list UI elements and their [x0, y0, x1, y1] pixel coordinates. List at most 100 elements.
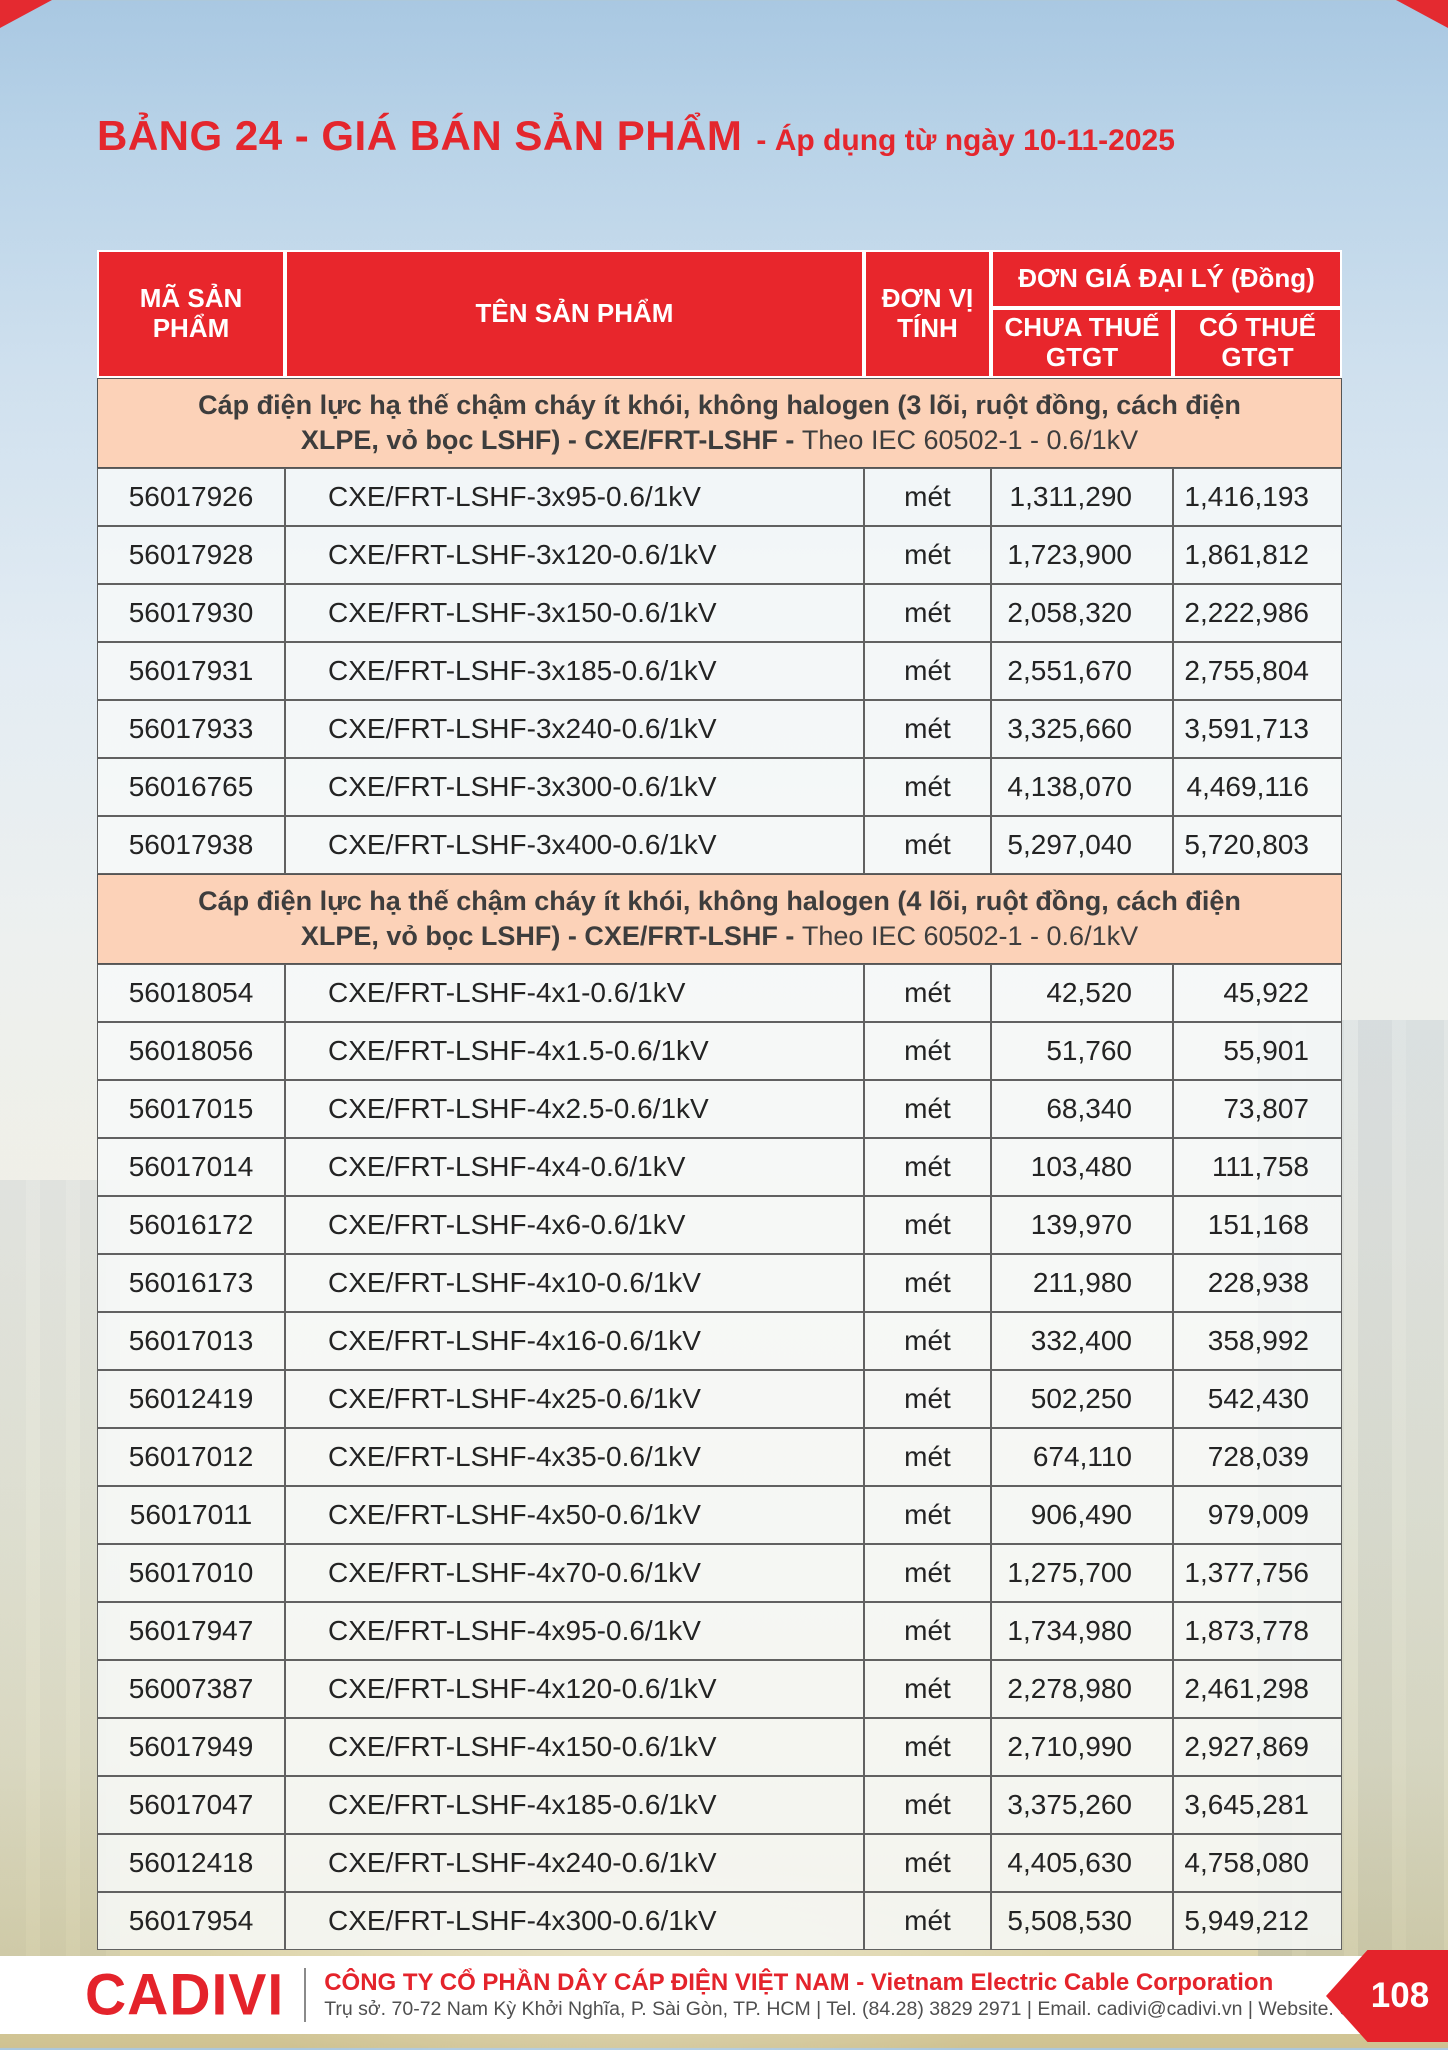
col-header-product-name: TÊN SẢN PHẨM: [285, 250, 864, 378]
product-code-cell: 56017015: [97, 1080, 285, 1139]
price-inc-vat-cell: 1,416,193: [1173, 468, 1342, 527]
price-inc-vat-cell: 228,938: [1173, 1254, 1342, 1313]
price-inc-vat-cell: 2,755,804: [1173, 642, 1342, 701]
product-code-cell: 56017014: [97, 1138, 285, 1197]
price-ex-vat-cell: 2,058,320: [991, 584, 1173, 643]
unit-cell: mét: [864, 758, 991, 817]
product-code-cell: 56017011: [97, 1486, 285, 1545]
product-code-cell: 56012419: [97, 1370, 285, 1429]
price-ex-vat-cell: 211,980: [991, 1254, 1173, 1313]
price-inc-vat-cell: 1,873,778: [1173, 1602, 1342, 1661]
price-table-body: Cáp điện lực hạ thế chậm cháy ít khói, k…: [97, 378, 1342, 1951]
price-inc-vat-cell: 542,430: [1173, 1370, 1342, 1429]
product-code-cell: 56017047: [97, 1776, 285, 1835]
unit-cell: mét: [864, 1776, 991, 1835]
price-ex-vat-cell: 3,325,660: [991, 700, 1173, 759]
price-ex-vat-cell: 674,110: [991, 1428, 1173, 1487]
footer-divider: [304, 1968, 307, 2022]
unit-cell: mét: [864, 1544, 991, 1603]
price-ex-vat-cell: 139,970: [991, 1196, 1173, 1255]
product-name-cell: CXE/FRT-LSHF-4x16-0.6/1kV: [285, 1312, 864, 1371]
table-row: 56016173 CXE/FRT-LSHF-4x10-0.6/1kV mét 211,…: [97, 1254, 1342, 1313]
price-ex-vat-cell: 1,723,900: [991, 526, 1173, 585]
unit-cell: mét: [864, 642, 991, 701]
price-inc-vat-cell: 111,758: [1173, 1138, 1342, 1197]
section-title: Cáp điện lực hạ thế chậm cháy ít khói, k…: [97, 874, 1342, 965]
unit-cell: mét: [864, 1370, 991, 1429]
product-code-cell: 56017947: [97, 1602, 285, 1661]
price-inc-vat-cell: 2,222,986: [1173, 584, 1342, 643]
price-ex-vat-cell: 51,760: [991, 1022, 1173, 1081]
page-title: BẢNG 24 - GIÁ BÁN SẢN PHẨM - Áp dụng từ …: [97, 112, 1357, 160]
col-header-price-group: ĐƠN GIÁ ĐẠI LÝ (Đồng): [991, 250, 1342, 308]
price-table: MÃ SẢN PHẨM TÊN SẢN PHẨM ĐƠN VỊ TÍNH ĐƠN…: [97, 250, 1342, 1951]
table-row: 56017013 CXE/FRT-LSHF-4x16-0.6/1kV mét 332,…: [97, 1312, 1342, 1371]
unit-cell: mét: [864, 1718, 991, 1777]
product-code-cell: 56017938: [97, 816, 285, 875]
unit-cell: mét: [864, 1660, 991, 1719]
table-row: 56017926 CXE/FRT-LSHF-3x95-0.6/1kV mét 1,31…: [97, 468, 1342, 527]
product-code-cell: 56017930: [97, 584, 285, 643]
price-ex-vat-cell: 2,710,990: [991, 1718, 1173, 1777]
price-ex-vat-cell: 1,275,700: [991, 1544, 1173, 1603]
product-name-cell: CXE/FRT-LSHF-4x6-0.6/1kV: [285, 1196, 864, 1255]
price-inc-vat-cell: 5,949,212: [1173, 1892, 1342, 1951]
price-ex-vat-cell: 5,297,040: [991, 816, 1173, 875]
table-row: 56017947 CXE/FRT-LSHF-4x95-0.6/1kV mét 1,73…: [97, 1602, 1342, 1661]
corner-accent-right: [1396, 0, 1448, 28]
unit-cell: mét: [864, 1602, 991, 1661]
product-name-cell: CXE/FRT-LSHF-4x240-0.6/1kV: [285, 1834, 864, 1893]
price-ex-vat-cell: 502,250: [991, 1370, 1173, 1429]
table-row: 56017931 CXE/FRT-LSHF-3x185-0.6/1kV mét 2,5…: [97, 642, 1342, 701]
page-number: 108: [1370, 1976, 1430, 2015]
price-table-header: MÃ SẢN PHẨM TÊN SẢN PHẨM ĐƠN VỊ TÍNH ĐƠN…: [97, 250, 1342, 378]
table-row: 56012418 CXE/FRT-LSHF-4x240-0.6/1kV mét 4,4…: [97, 1834, 1342, 1893]
table-row: 56016765 CXE/FRT-LSHF-3x300-0.6/1kV mét 4,1…: [97, 758, 1342, 817]
unit-cell: mét: [864, 1080, 991, 1139]
price-inc-vat-cell: 45,922: [1173, 964, 1342, 1023]
unit-cell: mét: [864, 816, 991, 875]
price-ex-vat-cell: 332,400: [991, 1312, 1173, 1371]
cadivi-logo: CADIVI: [85, 1961, 285, 2028]
product-name-cell: CXE/FRT-LSHF-4x25-0.6/1kV: [285, 1370, 864, 1429]
unit-cell: mét: [864, 1428, 991, 1487]
product-name-cell: CXE/FRT-LSHF-4x150-0.6/1kV: [285, 1718, 864, 1777]
footer-text: CÔNG TY CỔ PHẦN DÂY CÁP ĐIỆN VIỆT NAM - …: [324, 1968, 1416, 2021]
product-code-cell: 56017012: [97, 1428, 285, 1487]
product-name-cell: CXE/FRT-LSHF-4x1-0.6/1kV: [285, 964, 864, 1023]
price-inc-vat-cell: 728,039: [1173, 1428, 1342, 1487]
product-name-cell: CXE/FRT-LSHF-4x185-0.6/1kV: [285, 1776, 864, 1835]
footer-company-name: CÔNG TY CỔ PHẦN DÂY CÁP ĐIỆN VIỆT NAM - …: [324, 1968, 1274, 1996]
table-row: 56017011 CXE/FRT-LSHF-4x50-0.6/1kV mét 906,…: [97, 1486, 1342, 1545]
unit-cell: mét: [864, 526, 991, 585]
price-ex-vat-cell: 4,405,630: [991, 1834, 1173, 1893]
price-ex-vat-cell: 1,311,290: [991, 468, 1173, 527]
section-title: Cáp điện lực hạ thế chậm cháy ít khói, k…: [97, 378, 1342, 469]
footer: CADIVI CÔNG TY CỔ PHẦN DÂY CÁP ĐIỆN VIỆT…: [0, 1956, 1448, 2034]
section-header-row: Cáp điện lực hạ thế chậm cháy ít khói, k…: [97, 874, 1342, 965]
table-row: 56017933 CXE/FRT-LSHF-3x240-0.6/1kV mét 3,3…: [97, 700, 1342, 759]
product-name-cell: CXE/FRT-LSHF-3x150-0.6/1kV: [285, 584, 864, 643]
footer-address: Trụ sở. 70-72 Nam Kỳ Khởi Nghĩa, P. Sài …: [324, 1997, 1416, 2020]
product-code-cell: 56017928: [97, 526, 285, 585]
section-header-row: Cáp điện lực hạ thế chậm cháy ít khói, k…: [97, 378, 1342, 469]
price-inc-vat-cell: 3,645,281: [1173, 1776, 1342, 1835]
price-ex-vat-cell: 3,375,260: [991, 1776, 1173, 1835]
price-inc-vat-cell: 358,992: [1173, 1312, 1342, 1371]
product-name-cell: CXE/FRT-LSHF-4x95-0.6/1kV: [285, 1602, 864, 1661]
unit-cell: mét: [864, 1486, 991, 1545]
price-inc-vat-cell: 4,758,080: [1173, 1834, 1342, 1893]
product-name-cell: CXE/FRT-LSHF-3x185-0.6/1kV: [285, 642, 864, 701]
unit-cell: mét: [864, 1312, 991, 1371]
product-name-cell: CXE/FRT-LSHF-4x4-0.6/1kV: [285, 1138, 864, 1197]
product-code-cell: 56012418: [97, 1834, 285, 1893]
product-name-cell: CXE/FRT-LSHF-3x400-0.6/1kV: [285, 816, 864, 875]
unit-cell: mét: [864, 1196, 991, 1255]
product-name-cell: CXE/FRT-LSHF-4x120-0.6/1kV: [285, 1660, 864, 1719]
price-inc-vat-cell: 2,927,869: [1173, 1718, 1342, 1777]
unit-cell: mét: [864, 964, 991, 1023]
unit-cell: mét: [864, 1892, 991, 1951]
price-ex-vat-cell: 2,278,980: [991, 1660, 1173, 1719]
table-row: 56017938 CXE/FRT-LSHF-3x400-0.6/1kV mét 5,2…: [97, 816, 1342, 875]
unit-cell: mét: [864, 700, 991, 759]
